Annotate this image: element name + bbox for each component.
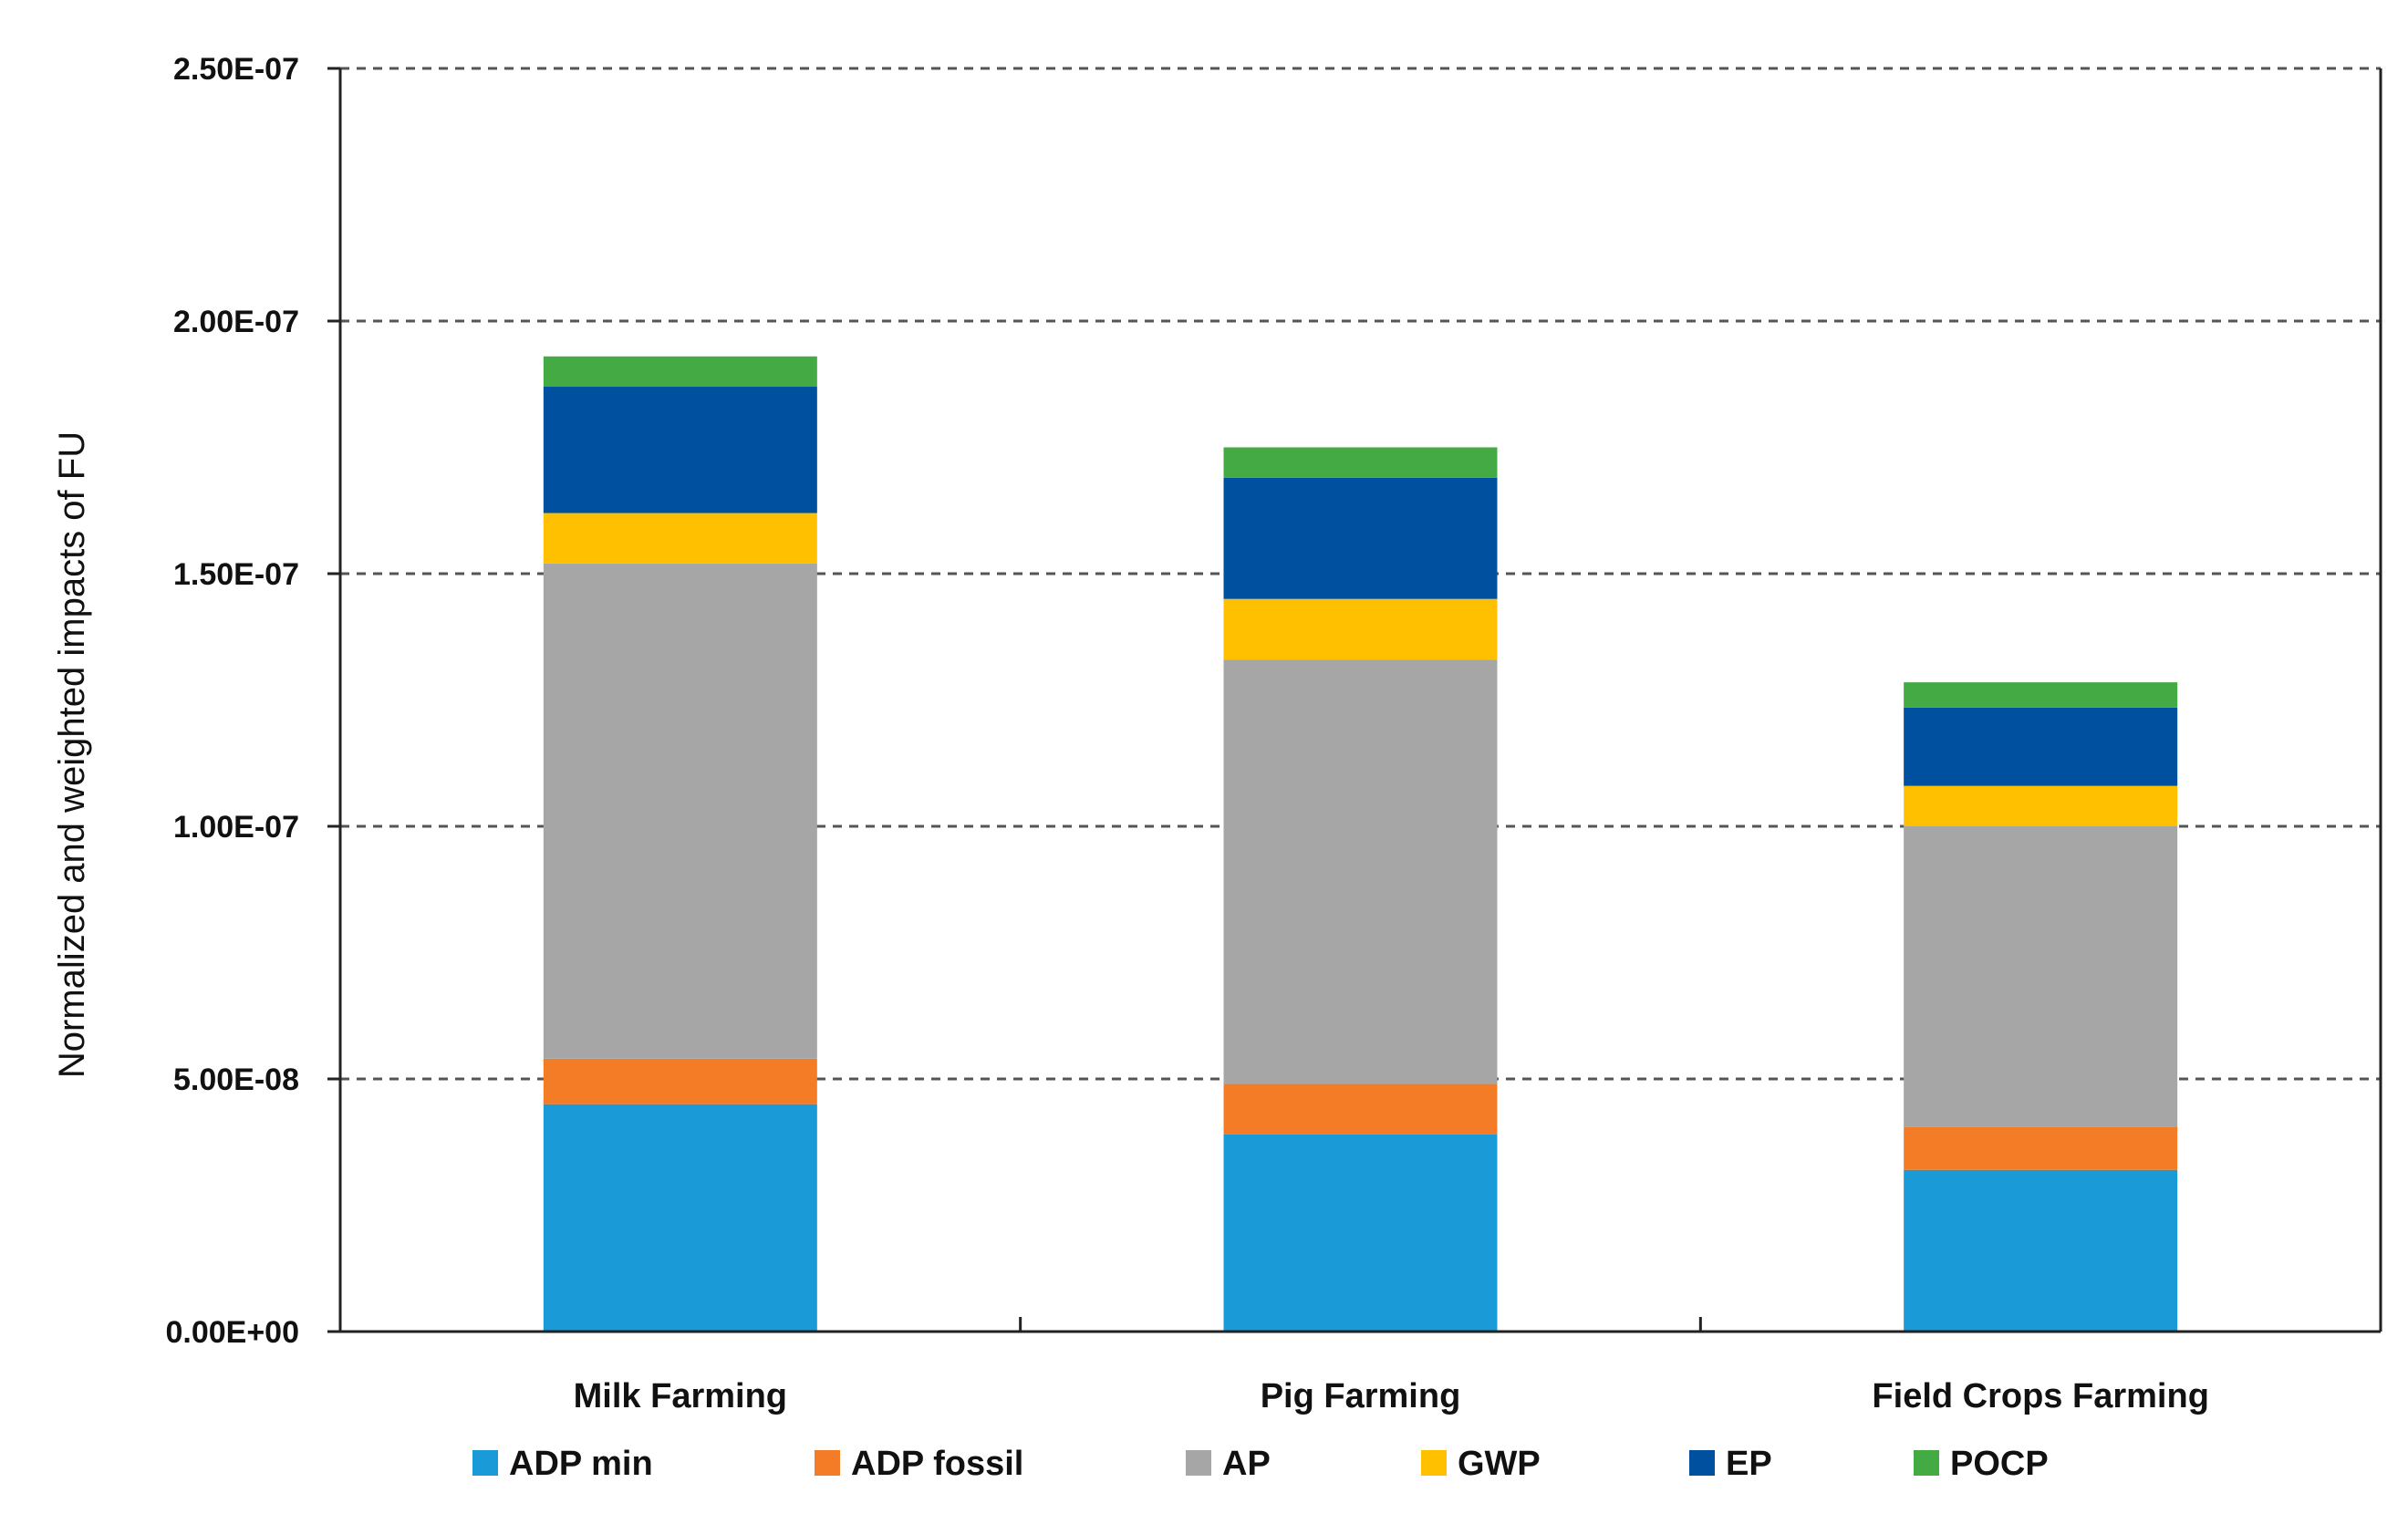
y-tick-label: 1.50E-07 xyxy=(173,557,299,592)
bar-segment-adp-fossil xyxy=(543,1058,817,1104)
legend-swatch xyxy=(472,1450,498,1476)
x-tick-label: Pig Farming xyxy=(1261,1377,1461,1415)
legend-swatch xyxy=(815,1450,840,1476)
y-tick-label: 2.00E-07 xyxy=(173,305,299,339)
legend-label: ADP fossil xyxy=(851,1445,1023,1483)
y-axis-label: Normalized and weighted impacts of FU xyxy=(52,431,92,1078)
bar-segment-gwp xyxy=(1223,598,1498,660)
y-tick-label: 1.00E-07 xyxy=(173,810,299,845)
bar-segment-ap xyxy=(1223,659,1498,1084)
bar-segment-ep xyxy=(1223,477,1498,599)
bar-segment-gwp xyxy=(543,513,817,564)
legend-label: POCP xyxy=(1950,1445,2049,1483)
bar-segment-ep xyxy=(543,387,817,513)
bar-segment-pocp xyxy=(1904,682,2178,708)
legend-label: GWP xyxy=(1458,1445,1541,1483)
legend-label: EP xyxy=(1726,1445,1772,1483)
legend-label: AP xyxy=(1222,1445,1271,1483)
bar-segment-ep xyxy=(1904,707,2178,786)
y-tick-label: 0.00E+00 xyxy=(165,1315,299,1350)
bar-segment-adp-fossil xyxy=(1904,1126,2178,1170)
x-tick-label: Milk Farming xyxy=(574,1377,787,1415)
bar-segment-adp-min xyxy=(1904,1169,2178,1332)
bar-segment-pocp xyxy=(1223,447,1498,478)
bar-segment-ap xyxy=(543,563,817,1059)
legend-swatch xyxy=(1186,1450,1211,1476)
legend-label: ADP min xyxy=(509,1445,653,1483)
y-tick-label: 5.00E-08 xyxy=(173,1063,299,1097)
legend-swatch xyxy=(1421,1450,1447,1476)
bar-segment-pocp xyxy=(543,356,817,388)
y-tick-label: 2.50E-07 xyxy=(173,52,299,87)
x-tick-label: Field Crops Farming xyxy=(1872,1377,2208,1415)
bar-segment-ap xyxy=(1904,826,2178,1127)
legend-swatch xyxy=(1689,1450,1715,1476)
bar-segment-gwp xyxy=(1904,785,2178,826)
legend-swatch xyxy=(1914,1450,1939,1476)
bar-segment-adp-min xyxy=(1223,1134,1498,1332)
bar-segment-adp-min xyxy=(543,1104,817,1332)
bar-segment-adp-fossil xyxy=(1223,1083,1498,1135)
